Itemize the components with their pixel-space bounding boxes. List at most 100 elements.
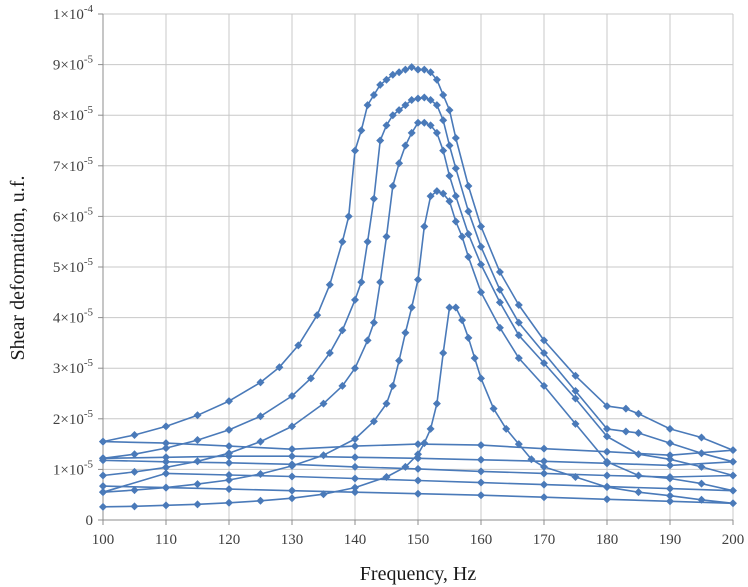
data-point: [407, 128, 416, 137]
data-point: [414, 489, 422, 498]
data-point: [571, 371, 580, 380]
data-point: [288, 486, 296, 495]
data-point: [477, 441, 485, 450]
data-point: [130, 430, 139, 439]
data-point: [294, 341, 303, 350]
data-point: [256, 378, 265, 387]
series-4: [99, 187, 737, 497]
data-point: [288, 472, 296, 481]
data-point: [420, 65, 429, 74]
x-tick-label: 110: [155, 532, 177, 548]
data-point: [325, 349, 334, 358]
data-point: [634, 409, 643, 418]
data-point: [351, 435, 359, 444]
data-point: [414, 94, 422, 103]
data-point: [351, 146, 359, 155]
data-point: [162, 463, 170, 472]
data-point: [288, 452, 296, 461]
data-point: [439, 90, 448, 99]
data-point: [420, 118, 429, 127]
data-point: [338, 237, 347, 246]
data-point: [432, 187, 441, 196]
data-point: [729, 486, 737, 495]
data-point: [445, 197, 454, 206]
data-point: [439, 349, 448, 358]
data-point: [382, 232, 391, 241]
y-tick-label: 5×10-5: [53, 256, 94, 276]
data-point: [514, 354, 523, 363]
y-tick-label: 1×10-4: [53, 3, 94, 23]
data-point: [162, 501, 170, 510]
data-point: [162, 453, 170, 462]
data-point: [275, 363, 284, 372]
data-point: [225, 442, 233, 451]
data-point: [477, 491, 485, 500]
y-tick-label: 3×10-5: [53, 357, 94, 377]
x-tick-label: 180: [596, 532, 619, 548]
data-point: [495, 268, 504, 277]
data-point: [603, 495, 611, 504]
data-point: [401, 65, 410, 74]
data-point: [193, 436, 202, 445]
data-point: [369, 194, 378, 203]
data-point: [256, 437, 265, 446]
data-point: [99, 482, 107, 491]
y-tick-labels: 0 1×10-5 2×10-5 3×10-5 4×10-5 5×10-5 6×10-5 7×1…: [53, 3, 94, 529]
data-point: [697, 433, 706, 442]
data-point: [540, 349, 548, 358]
data-point: [464, 230, 473, 239]
data-point: [729, 471, 737, 480]
data-point: [697, 479, 706, 488]
data-point: [369, 318, 378, 327]
data-point: [451, 164, 460, 173]
data-point: [729, 446, 737, 455]
data-point: [376, 80, 385, 89]
data-point: [426, 68, 435, 77]
data-point: [477, 467, 485, 476]
data-point: [445, 141, 454, 150]
data-point: [388, 111, 397, 120]
data-point: [477, 242, 485, 251]
data-point: [540, 462, 548, 471]
y-tick-label: 0: [86, 513, 94, 529]
data-point: [407, 96, 416, 105]
data-point: [451, 133, 460, 142]
data-point: [464, 333, 473, 342]
data-point: [666, 424, 674, 433]
data-point: [288, 392, 296, 401]
data-point: [514, 318, 523, 327]
data-point: [495, 323, 504, 332]
series-line: [102, 190, 734, 493]
data-point: [99, 437, 107, 446]
data-point: [193, 500, 202, 509]
data-point: [319, 399, 328, 408]
data-point: [477, 260, 485, 269]
data-point: [363, 101, 372, 110]
data-point: [571, 386, 580, 395]
data-point: [489, 404, 498, 413]
data-point: [344, 212, 353, 221]
y-tick-label: 2×10-5: [53, 408, 94, 428]
x-tick-label: 160: [470, 532, 493, 548]
data-point: [162, 457, 170, 466]
data-point: [338, 381, 347, 390]
data-point: [99, 488, 107, 497]
x-tick-label: 100: [92, 532, 115, 548]
y-tick-label: 7×10-5: [53, 155, 94, 175]
data-point: [162, 439, 170, 448]
data-point: [225, 458, 233, 467]
data-point: [445, 106, 454, 115]
data-point: [458, 316, 467, 325]
data-point: [464, 207, 473, 216]
data-point: [666, 474, 674, 483]
data-point: [225, 476, 233, 485]
data-point: [382, 121, 391, 130]
data-point: [540, 359, 548, 368]
data-point: [225, 425, 233, 434]
data-point: [319, 451, 328, 460]
data-point: [388, 381, 397, 390]
data-point: [470, 354, 479, 363]
data-point: [527, 455, 536, 464]
data-point: [407, 63, 416, 72]
data-point: [621, 404, 630, 413]
